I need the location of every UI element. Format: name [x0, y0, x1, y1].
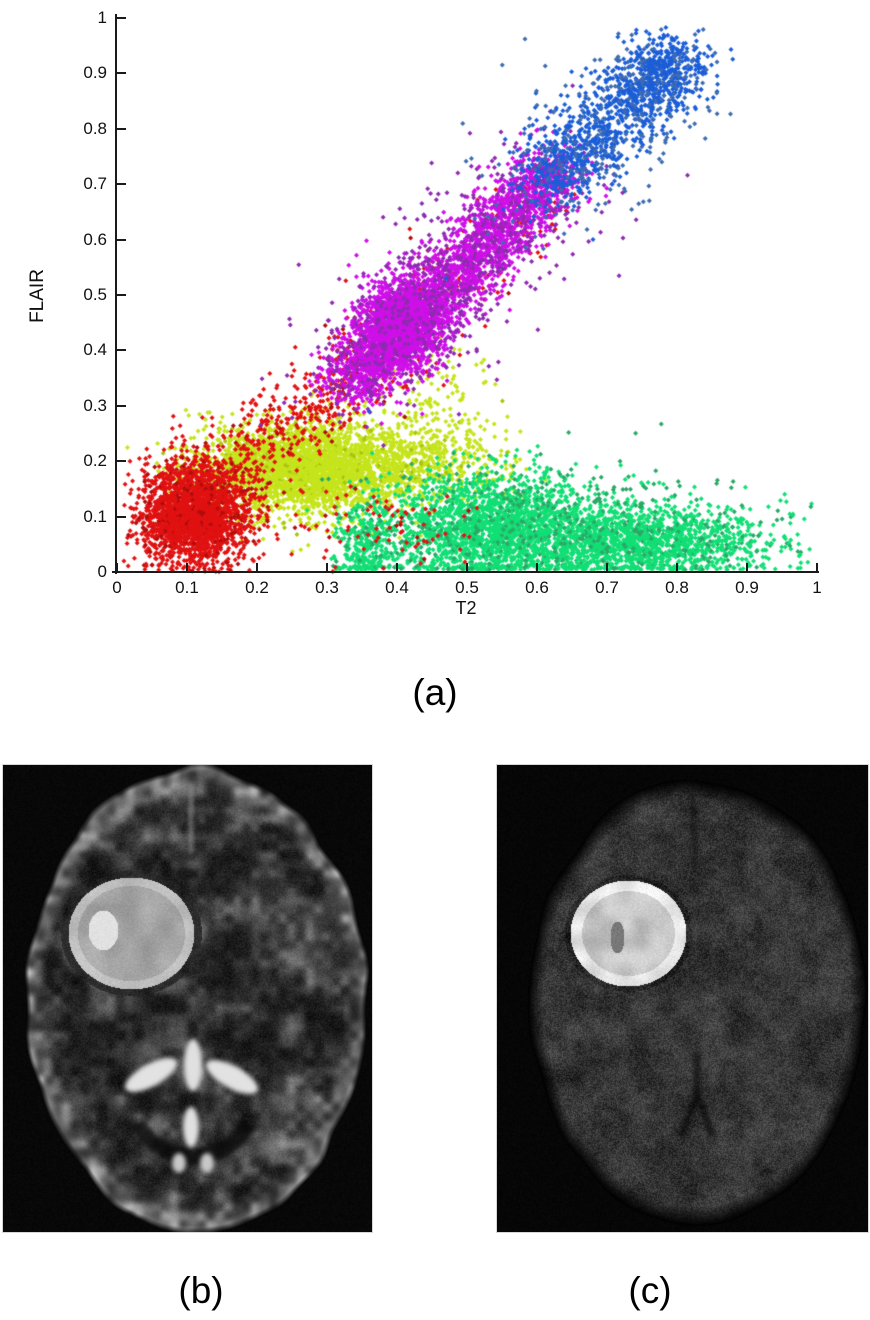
x-tick-label: 0.3	[315, 578, 339, 597]
mri-image-t2	[2, 764, 373, 1233]
x-tick-label: 0.7	[595, 578, 619, 597]
y-axis	[115, 14, 117, 574]
y-axis-tick	[117, 515, 126, 518]
y-axis-tick	[117, 238, 126, 241]
y-tick-label: 0.2	[83, 451, 107, 471]
x-tick-label: 0	[112, 578, 122, 597]
x-axis-tick	[396, 563, 398, 572]
y-axis-tick	[117, 349, 126, 352]
x-tick-label: 0.4	[385, 578, 409, 597]
y-axis-tick	[117, 17, 126, 19]
x-tick-label: 0.2	[245, 578, 269, 597]
y-tick-label: 0.3	[83, 395, 107, 415]
mri-image-dwi	[496, 764, 869, 1233]
y-axis-tick	[117, 72, 126, 75]
x-tick-label: 0.6	[525, 578, 549, 597]
y-axis-tick	[117, 571, 126, 573]
y-axis-label: FLAIR	[27, 269, 48, 323]
x-tick-label: 1	[812, 578, 822, 597]
x-axis-tick	[606, 563, 608, 572]
y-tick-label: 0.4	[83, 340, 107, 360]
panel-a-caption: (a)	[412, 672, 458, 713]
scatter-canvas	[0, 0, 870, 650]
x-axis-tick	[466, 563, 468, 572]
y-axis-tick	[117, 183, 126, 186]
y-tick-label: 0.5	[83, 285, 107, 304]
y-axis-tick	[117, 404, 126, 407]
x-tick-label: 0.1	[175, 578, 199, 597]
x-tick-label: 0.8	[665, 578, 689, 597]
scatter-panel: 0 0.1 0.2 0.3 0.4 0.5 0.6 0.7 0.8 0.9 1 0 0.1 0.2 0.3…	[0, 0, 870, 713]
y-axis-tick	[117, 294, 126, 296]
x-axis-tick	[256, 563, 258, 572]
x-axis-tick	[186, 563, 188, 572]
x-axis-label: T2	[455, 598, 477, 618]
x-tick-label: 0.5	[455, 578, 479, 597]
x-tick-label: 0.9	[735, 578, 759, 597]
y-tick-label: 0.1	[83, 506, 107, 526]
y-tick-label: 0.7	[83, 174, 107, 194]
y-tick-label: 1	[97, 8, 107, 27]
x-axis-tick	[746, 563, 748, 572]
y-axis-tick	[117, 127, 126, 130]
x-axis-tick	[676, 563, 678, 572]
y-tick-label: 0.9	[83, 63, 107, 83]
x-axis-tick	[116, 563, 118, 572]
x-axis-tick	[536, 563, 538, 572]
panel-c-caption: (c)	[628, 1270, 672, 1311]
x-axis-tick	[326, 563, 328, 572]
y-tick-label: 0.8	[83, 118, 107, 138]
y-tick-label: 0	[97, 562, 107, 581]
x-axis	[112, 571, 819, 573]
y-tick-label: 0.6	[83, 229, 107, 249]
panel-b-caption: (b)	[178, 1270, 224, 1311]
y-axis-tick	[117, 460, 126, 463]
x-axis-tick	[816, 563, 818, 572]
